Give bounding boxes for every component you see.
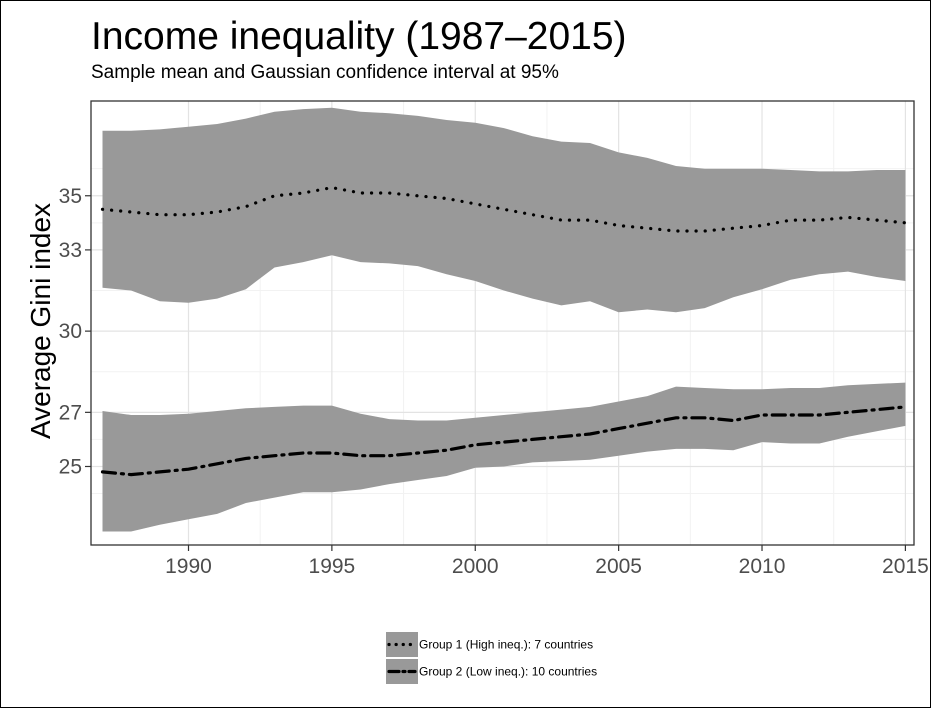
chart-title: Income inequality (1987–2015) — [91, 15, 627, 58]
mean-line-series-2 — [100, 405, 908, 477]
y-tick-label: 33 — [59, 239, 82, 262]
x-tick-label: 2015 — [882, 555, 929, 578]
y-tick-label: 27 — [59, 401, 82, 424]
legend-label-1: Group 1 (High ineq.): 7 countries — [419, 638, 593, 652]
x-tick-label: 2005 — [595, 555, 642, 578]
y-tick-label: 30 — [59, 320, 82, 343]
confidence-band-series-2 — [102, 382, 906, 532]
y-tick-label: 25 — [59, 455, 82, 478]
confidence-bands — [102, 107, 906, 532]
x-tick-label: 1995 — [309, 555, 356, 578]
legend-label-2: Group 2 (Low ineq.): 10 countries — [419, 665, 597, 679]
chart-subtitle: Sample mean and Gaussian confidence inte… — [91, 62, 559, 83]
axes: 1990 1995 2000 2005 2010 2015 25 27 30 33 35 — [59, 100, 929, 578]
plot-panel-border — [90, 100, 915, 546]
confidence-band-series-1 — [102, 107, 906, 313]
x-tick-label: 2000 — [452, 555, 499, 578]
y-tick-label: 35 — [59, 185, 82, 208]
mean-lines — [100, 185, 908, 477]
legend: Group 1 (High ineq.): 7 countries Group 2… — [386, 632, 597, 684]
x-tick-label: 2010 — [739, 555, 786, 578]
x-tick-label: 1990 — [165, 555, 212, 578]
